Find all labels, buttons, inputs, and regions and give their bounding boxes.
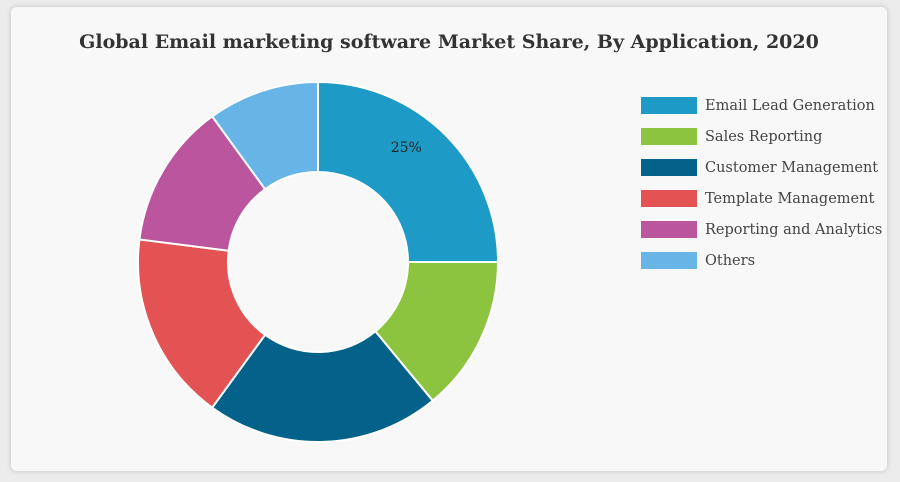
legend-label: Customer Management [705,159,879,176]
legend-label: Template Management [705,190,875,207]
legend-swatch [641,221,697,238]
legend-item-reporting-and-analytics[interactable]: Reporting and Analytics [641,214,882,245]
donut-slice-customer-management[interactable] [210,329,435,443]
legend-swatch [641,128,697,145]
chart-card: Global Email marketing software Market S… [11,7,887,471]
legend-item-template-management[interactable]: Template Management [641,183,882,214]
legend-item-sales-reporting[interactable]: Sales Reporting [641,121,882,152]
chart-title: Global Email marketing software Market S… [79,31,819,53]
legend-item-email-lead-generation[interactable]: Email Lead Generation [641,90,882,121]
chart-legend: Email Lead Generation Sales Reporting Cust… [641,90,882,276]
legend-label: Reporting and Analytics [705,221,883,238]
legend-swatch [641,159,697,176]
legend-label: Others [705,252,756,269]
legend-swatch [641,190,697,207]
legend-swatch [641,252,697,269]
slice-data-label: 25% [391,140,422,156]
legend-label: Sales Reporting [705,128,823,145]
legend-item-others[interactable]: Others [641,245,882,276]
legend-item-customer-management[interactable]: Customer Management [641,152,882,183]
donut-slice-template-management[interactable] [137,238,267,410]
legend-swatch [641,97,697,114]
donut-slice-others[interactable] [210,80,319,191]
donut-chart: 25% [137,80,500,443]
donut-slice-email-lead-generation[interactable] [317,80,500,263]
legend-label: Email Lead Generation [705,97,875,114]
